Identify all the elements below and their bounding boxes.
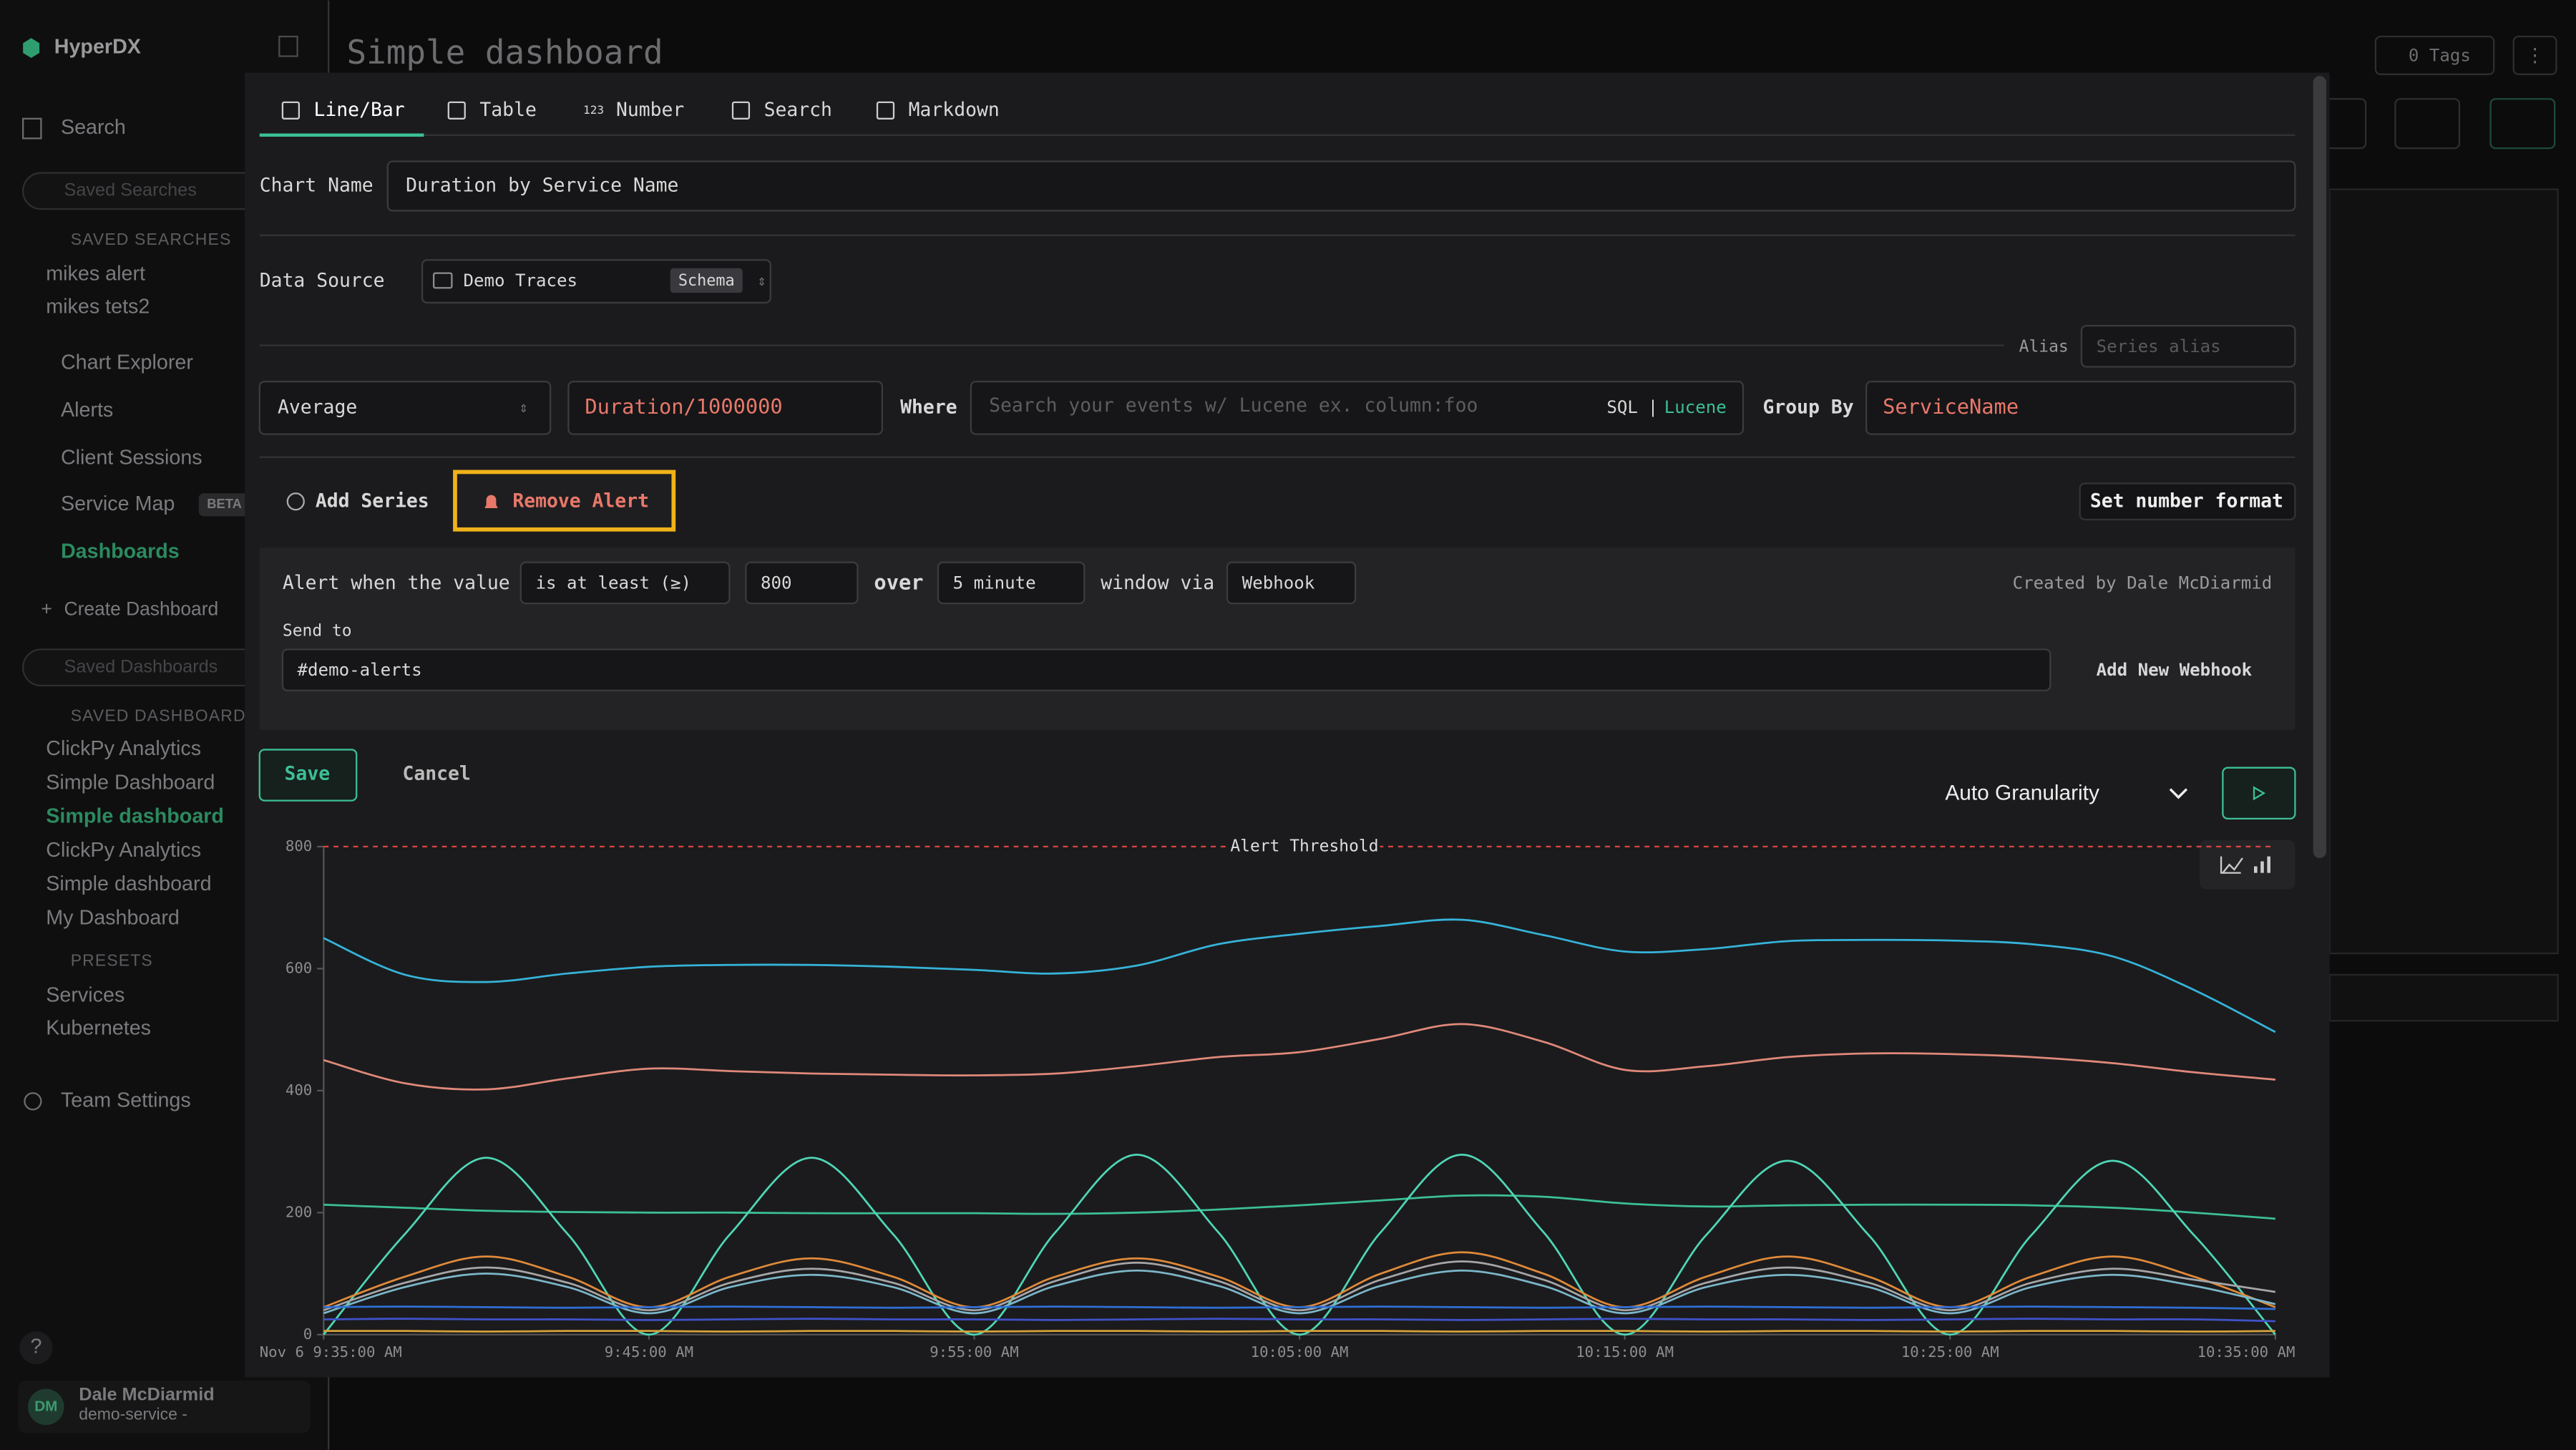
plus-icon: + — [41, 598, 52, 619]
section-heading: SAVED DASHBOARDS — [71, 706, 258, 725]
send-to-label: Send to — [283, 622, 352, 641]
field-label: Group By — [1763, 396, 1854, 418]
alert-label: Alert when the value — [283, 572, 510, 594]
alert-label: window via — [1101, 572, 1214, 594]
group-by-value: ServiceName — [1883, 394, 2019, 419]
aggregation-value: Average — [278, 396, 357, 418]
chart-name-value: Duration by Service Name — [406, 174, 678, 196]
dashboard-item-active[interactable]: Simple dashboard — [46, 805, 224, 828]
y-tick-label: 400 — [286, 1081, 312, 1099]
page-title: Simple dashboard — [346, 33, 663, 72]
created-by: Created by Dale McDiarmid — [2013, 573, 2273, 593]
granularity-value: Auto Granularity — [1945, 781, 2099, 804]
help-label: ? — [31, 1335, 42, 1358]
saved-dashboard-placeholder: Saved Dashboards — [64, 656, 218, 676]
dashboard-item[interactable]: Simple Dashboard — [46, 771, 215, 794]
x-tick-label: 10:05:00 AM — [1251, 1343, 1349, 1361]
dashboard-item[interactable]: ClickPy Analytics — [46, 839, 201, 862]
schema-label: Schema — [678, 272, 735, 290]
beta-label: BETA — [207, 496, 242, 511]
cancel-button[interactable]: Cancel — [403, 762, 471, 784]
add-series-button[interactable]: Add Series — [316, 490, 429, 512]
nav-item-active[interactable]: Dashboards — [61, 540, 180, 563]
avatar-initials: DM — [34, 1398, 57, 1414]
section-heading: SAVED SEARCHES — [71, 230, 232, 248]
nav-item[interactable]: Service Map — [61, 492, 175, 515]
number-format-label: Set number format — [2090, 490, 2283, 512]
series-line — [323, 1331, 2275, 1332]
saved-search-item[interactable]: mikes alert — [46, 262, 145, 285]
y-tick-label: 800 — [286, 837, 312, 855]
nav-item[interactable]: Alerts — [61, 399, 113, 422]
save-label: Save — [285, 762, 331, 784]
x-tick-label: 10:15:00 AM — [1576, 1343, 1674, 1361]
scrollbar — [2313, 76, 2326, 858]
threshold-label: Alert Threshold — [1230, 837, 1378, 855]
threshold-value: 800 — [761, 573, 792, 593]
tab-icon: 123 — [583, 103, 604, 117]
y-tick-label: 600 — [286, 959, 312, 976]
nav-item[interactable]: Chart Explorer — [61, 351, 193, 374]
team-settings[interactable]: Team Settings — [61, 1089, 191, 1111]
condition-value: is at least (≥) — [535, 573, 691, 593]
window-value: 5 minute — [953, 573, 1036, 593]
dashboard-item[interactable]: ClickPy Analytics — [46, 737, 201, 760]
tab[interactable]: Table — [479, 99, 536, 121]
tab[interactable]: Line/Bar — [314, 99, 405, 121]
nav-item[interactable]: Client Sessions — [61, 447, 203, 469]
select-chevron: ⇕ — [757, 272, 766, 289]
dashboard-item[interactable]: Simple dashboard — [46, 872, 211, 895]
send-to-select[interactable] — [283, 649, 2050, 690]
dashboard-item[interactable]: My Dashboard — [46, 906, 180, 929]
x-tick-label: 10:25:00 AM — [1901, 1343, 1999, 1361]
tab[interactable]: Markdown — [909, 99, 1000, 121]
send-to-value: #demo-alerts — [298, 660, 422, 680]
add-webhook-button[interactable]: Add New Webhook — [2097, 660, 2253, 680]
preset-item[interactable]: Services — [46, 983, 125, 1006]
saved-search-item[interactable]: mikes tets2 — [46, 295, 150, 318]
user-name: Dale McDiarmid — [79, 1384, 214, 1404]
data-source-value: Demo Traces — [463, 271, 577, 291]
alias-placeholder: Series alias — [2097, 336, 2221, 356]
saved-search-placeholder: Saved Searches — [64, 180, 197, 200]
where-placeholder: Search your events w/ Lucene ex. column:… — [989, 394, 1478, 417]
preset-item[interactable]: Kubernetes — [46, 1016, 151, 1039]
user-team: demo-service - — [79, 1404, 187, 1423]
select-chevron: ⇕ — [519, 399, 528, 416]
tab[interactable]: Search — [764, 99, 832, 121]
alias-label: Alias — [2019, 337, 2069, 356]
x-tick-label: 9:45:00 AM — [605, 1343, 693, 1361]
background-chart-panel — [2330, 190, 2558, 954]
y-tick-label: 200 — [286, 1203, 312, 1220]
field-label: Where — [900, 396, 957, 418]
brand: HyperDX — [54, 36, 141, 59]
sql-toggle[interactable]: SQL — [1606, 397, 1638, 417]
x-tick-label: 10:35:00 AM — [2197, 1343, 2296, 1361]
background-panel — [2330, 975, 2558, 1021]
create-dashboard[interactable]: Create Dashboard — [64, 598, 219, 619]
remove-alert-label: Remove Alert — [512, 490, 649, 512]
section-heading: PRESETS — [71, 951, 153, 970]
run-query-button[interactable] — [2223, 768, 2295, 819]
x-tick-label: 9:55:00 AM — [930, 1343, 1018, 1361]
tab[interactable]: Number — [616, 99, 684, 121]
channel-value: Webhook — [1242, 573, 1315, 593]
alert-label: over — [874, 570, 923, 595]
menu-icon: ⋮ — [2525, 44, 2544, 67]
field-label: Data Source — [260, 270, 385, 292]
nav-search[interactable]: Search — [61, 116, 126, 139]
y-tick-label: 0 — [303, 1325, 312, 1343]
x-tick-label: Nov 6 9:35:00 AM — [260, 1343, 402, 1361]
lucene-toggle[interactable]: Lucene — [1664, 397, 1727, 417]
field-label: Chart Name — [260, 174, 374, 196]
tags-label: 0 Tags — [2409, 46, 2471, 66]
toggle-separator: | — [1648, 397, 1659, 417]
expression-value: Duration/1000000 — [585, 394, 782, 419]
